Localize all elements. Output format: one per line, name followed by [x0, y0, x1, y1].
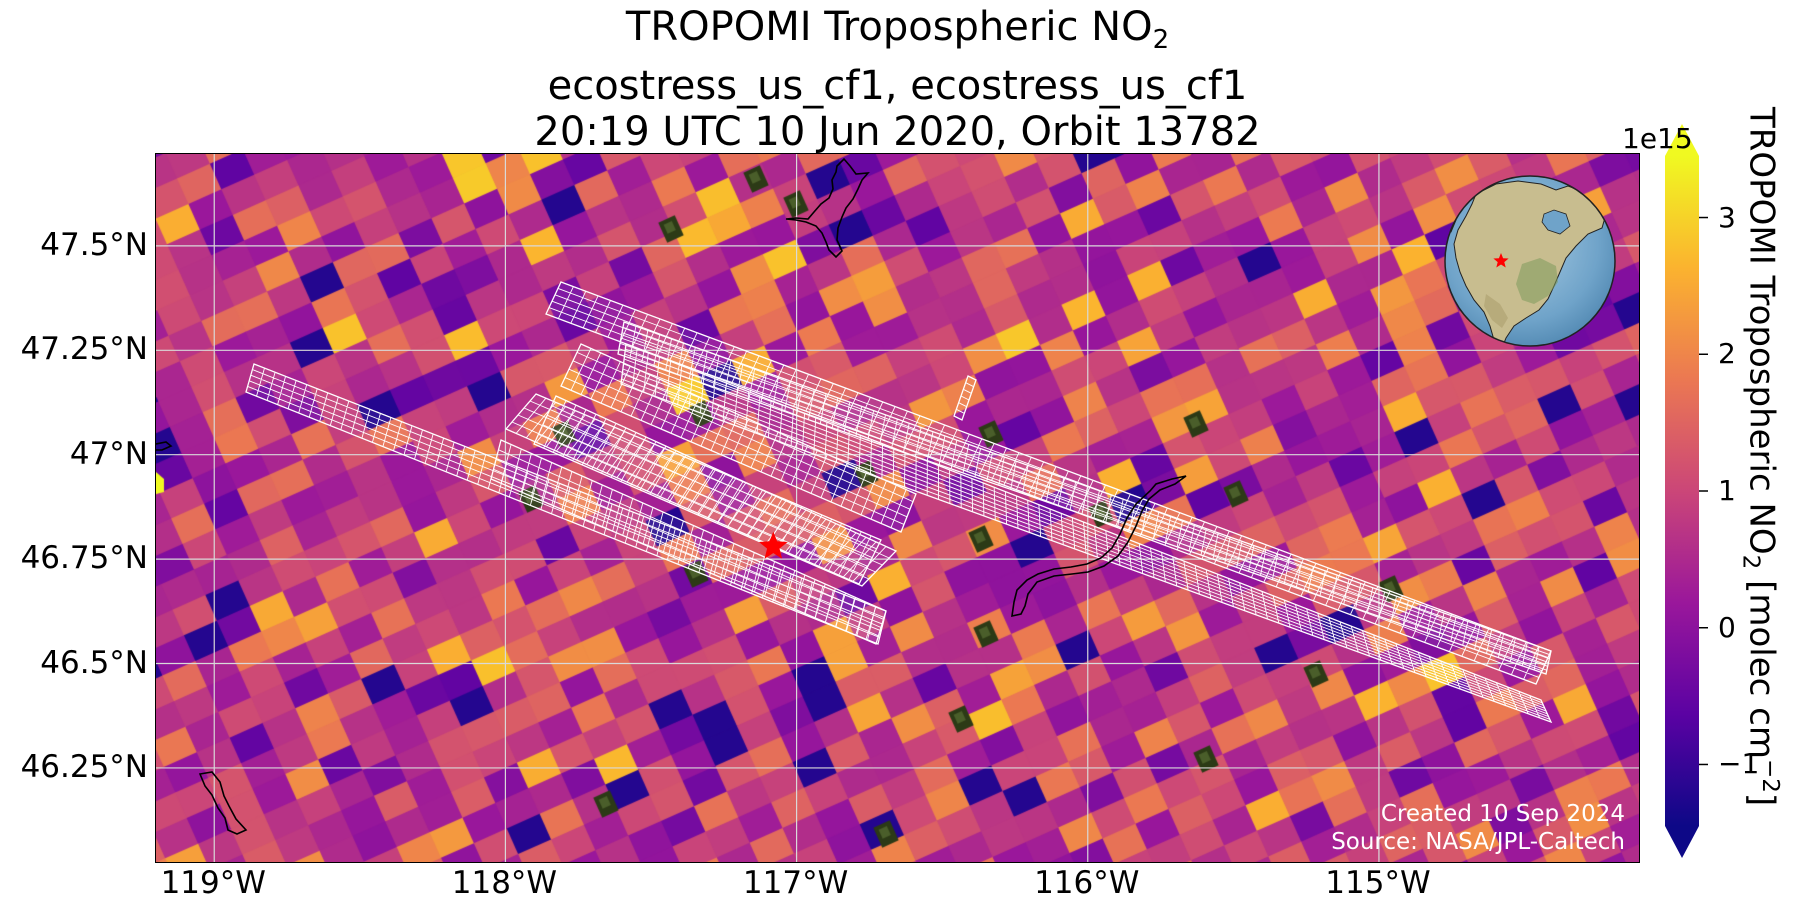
credits: Created 10 Sep 2024 Source: NASA/JPL-Cal… [1331, 800, 1625, 856]
source-credit: Source: NASA/JPL-Caltech [1331, 829, 1625, 855]
lake-outline-north [785, 157, 870, 259]
map-overlay [156, 154, 1639, 862]
globe-land-vegetation [1516, 258, 1558, 304]
lake-outline-west-edge [156, 441, 173, 451]
figure-title: TROPOMI Tropospheric NO2 ecostress_us_cf… [155, 4, 1640, 155]
lake-outline-center [1011, 475, 1187, 618]
lat-tick-label: 46.25°N [20, 748, 148, 785]
globe-star-marker [1493, 253, 1509, 268]
footprint-mid-c-mesh [538, 400, 890, 583]
colorbar-tick-label: −1 [1718, 747, 1760, 781]
globe-land-mexico [1484, 294, 1508, 328]
footprint-long-middle-mesh [618, 326, 1551, 671]
footprint-sliver [953, 375, 977, 421]
lat-tick-label: 47.5°N [40, 226, 148, 263]
colorbar-exponent: 1e15 [1622, 122, 1693, 155]
footprint-long-middle [617, 321, 1552, 675]
lake-outline-southwest [198, 771, 248, 835]
title-line-1: TROPOMI Tropospheric NO2 [625, 4, 1170, 55]
target-star-icon [759, 531, 788, 559]
lat-tick-label: 47°N [69, 435, 148, 472]
footprint-long-lower-outline [620, 343, 1553, 724]
colorbar: 1e15 3 2 1 0 −1 [1622, 120, 1817, 913]
lon-tick-label: 116°W [1034, 865, 1140, 901]
lon-tick-label: 118°W [451, 865, 558, 901]
lon-tick-label: 115°W [1325, 865, 1431, 901]
colorbar-tick-label: 1 [1718, 474, 1736, 507]
globe-outline [1444, 175, 1616, 347]
footprint-mid-d-mesh [493, 444, 884, 640]
footprint-mid-a-mesh [511, 397, 877, 580]
footprint-mid-b [560, 343, 917, 533]
footprint-west [245, 363, 887, 645]
lat-tick-label: 46.5°N [40, 644, 148, 681]
footprint-mid-b-mesh [564, 348, 914, 528]
lat-tick-label: 46.75°N [20, 540, 148, 577]
colorbar-extend-max [1665, 124, 1699, 156]
colorbar-ticks [1699, 216, 1708, 766]
colorbar-tick-label: 3 [1718, 200, 1736, 234]
map-panel[interactable]: Created 10 Sep 2024 Source: NASA/JPL-Cal… [155, 153, 1640, 863]
colorbar-gradient [1665, 156, 1699, 826]
footprint-mid-c [533, 395, 898, 587]
colorbar-extend-min [1665, 826, 1699, 858]
target-star-marker [759, 531, 788, 559]
footprint-mid-b-outline [560, 343, 917, 533]
colorbar-graphic [1665, 124, 1708, 858]
created-date: Created 10 Sep 2024 [1380, 801, 1625, 827]
lon-tick-label: 117°W [742, 865, 849, 901]
colorbar-tick-label: 0 [1718, 610, 1736, 644]
ecostress-footprints [245, 281, 1553, 724]
colorbar-tick-label: 2 [1718, 337, 1736, 371]
footprint-sliver-mesh [956, 382, 974, 414]
footprint-mid-d [490, 439, 887, 645]
title-line-2: ecostress_us_cf1, ecostress_us_cf1 [547, 63, 1248, 109]
title-line-3: 20:19 UTC 10 Jun 2020, Orbit 13782 [534, 109, 1261, 155]
lon-tick-label: 119°W [160, 865, 266, 901]
footprint-mid-c-outline [533, 395, 898, 587]
lat-tick-label: 47.25°N [20, 331, 148, 368]
no2-heatmap-raster [156, 154, 1639, 862]
inset-globe [1444, 175, 1616, 347]
lake-outlines [156, 157, 1187, 835]
globe-hudson-bay [1541, 209, 1571, 235]
